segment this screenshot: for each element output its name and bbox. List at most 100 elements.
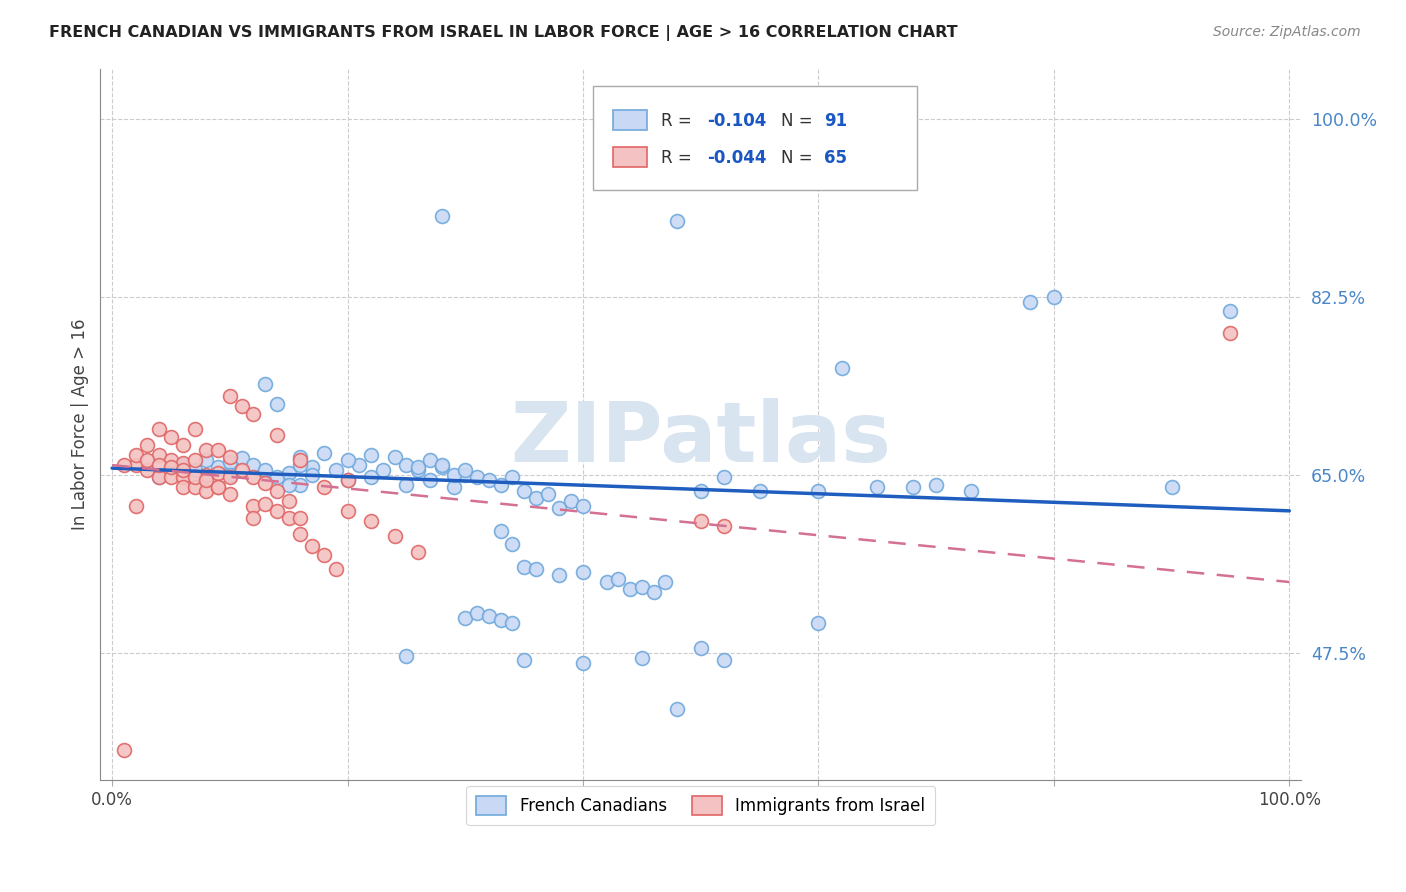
- Point: [336, 473, 359, 487]
- Point: [537, 486, 560, 500]
- Point: [595, 574, 617, 589]
- Point: [631, 651, 654, 665]
- Point: [266, 504, 288, 518]
- Point: [607, 572, 630, 586]
- Point: [172, 438, 194, 452]
- Point: [666, 214, 689, 228]
- Point: [524, 491, 547, 505]
- Point: [689, 641, 711, 656]
- Point: [666, 702, 689, 716]
- Point: [290, 511, 312, 525]
- Point: [465, 470, 488, 484]
- Point: [807, 615, 830, 630]
- Point: [218, 486, 240, 500]
- Point: [160, 460, 183, 475]
- Point: [501, 470, 523, 484]
- Point: [136, 463, 159, 477]
- Point: [183, 470, 205, 484]
- Point: [1160, 480, 1182, 494]
- Point: [443, 468, 465, 483]
- Point: [183, 463, 205, 477]
- Point: [489, 524, 512, 538]
- Point: [336, 453, 359, 467]
- Y-axis label: In Labor Force | Age > 16: In Labor Force | Age > 16: [72, 318, 89, 530]
- Point: [136, 438, 159, 452]
- Point: [419, 473, 441, 487]
- Text: Source: ZipAtlas.com: Source: ZipAtlas.com: [1213, 25, 1361, 39]
- Point: [454, 468, 477, 483]
- Point: [242, 407, 264, 421]
- Point: [349, 458, 371, 472]
- Point: [371, 463, 394, 477]
- Point: [290, 453, 312, 467]
- Point: [454, 463, 477, 477]
- Point: [572, 565, 595, 579]
- Point: [290, 527, 312, 541]
- Point: [218, 389, 240, 403]
- Point: [242, 470, 264, 484]
- Point: [207, 467, 229, 481]
- Point: [254, 376, 277, 391]
- Point: [195, 453, 218, 467]
- Point: [312, 548, 335, 562]
- Point: [1219, 303, 1241, 318]
- Point: [160, 470, 183, 484]
- Point: [1219, 326, 1241, 340]
- Point: [195, 473, 218, 487]
- Point: [689, 483, 711, 498]
- Point: [501, 615, 523, 630]
- Point: [360, 448, 382, 462]
- Point: [489, 613, 512, 627]
- Point: [831, 361, 853, 376]
- Point: [124, 499, 146, 513]
- Point: [183, 480, 205, 494]
- FancyBboxPatch shape: [593, 87, 917, 189]
- Point: [207, 480, 229, 494]
- Point: [384, 450, 406, 464]
- Point: [465, 606, 488, 620]
- Point: [513, 559, 536, 574]
- Text: R =: R =: [661, 149, 697, 167]
- Text: N =: N =: [782, 149, 818, 167]
- Point: [325, 562, 347, 576]
- Point: [277, 493, 299, 508]
- Point: [218, 468, 240, 483]
- Point: [207, 460, 229, 475]
- Point: [925, 478, 948, 492]
- Point: [572, 499, 595, 513]
- Point: [254, 497, 277, 511]
- Point: [218, 455, 240, 469]
- Point: [266, 397, 288, 411]
- Point: [183, 453, 205, 467]
- Point: [1043, 290, 1066, 304]
- FancyBboxPatch shape: [613, 110, 647, 129]
- Point: [266, 483, 288, 498]
- Point: [242, 458, 264, 472]
- Point: [148, 458, 170, 472]
- Point: [360, 470, 382, 484]
- Point: [148, 470, 170, 484]
- Text: -0.104: -0.104: [707, 112, 766, 130]
- Point: [560, 493, 582, 508]
- Point: [266, 427, 288, 442]
- Point: [277, 467, 299, 481]
- Point: [748, 483, 770, 498]
- Point: [136, 453, 159, 467]
- Point: [960, 483, 983, 498]
- Point: [478, 608, 501, 623]
- Point: [112, 743, 135, 757]
- Point: [254, 463, 277, 477]
- Point: [124, 458, 146, 472]
- Point: [430, 209, 453, 223]
- Point: [277, 478, 299, 492]
- Point: [312, 446, 335, 460]
- Point: [231, 399, 253, 413]
- Text: N =: N =: [782, 112, 818, 130]
- Point: [231, 450, 253, 465]
- Point: [689, 514, 711, 528]
- Point: [172, 470, 194, 484]
- Point: [242, 511, 264, 525]
- Point: [406, 544, 429, 558]
- Point: [430, 458, 453, 472]
- Point: [290, 450, 312, 464]
